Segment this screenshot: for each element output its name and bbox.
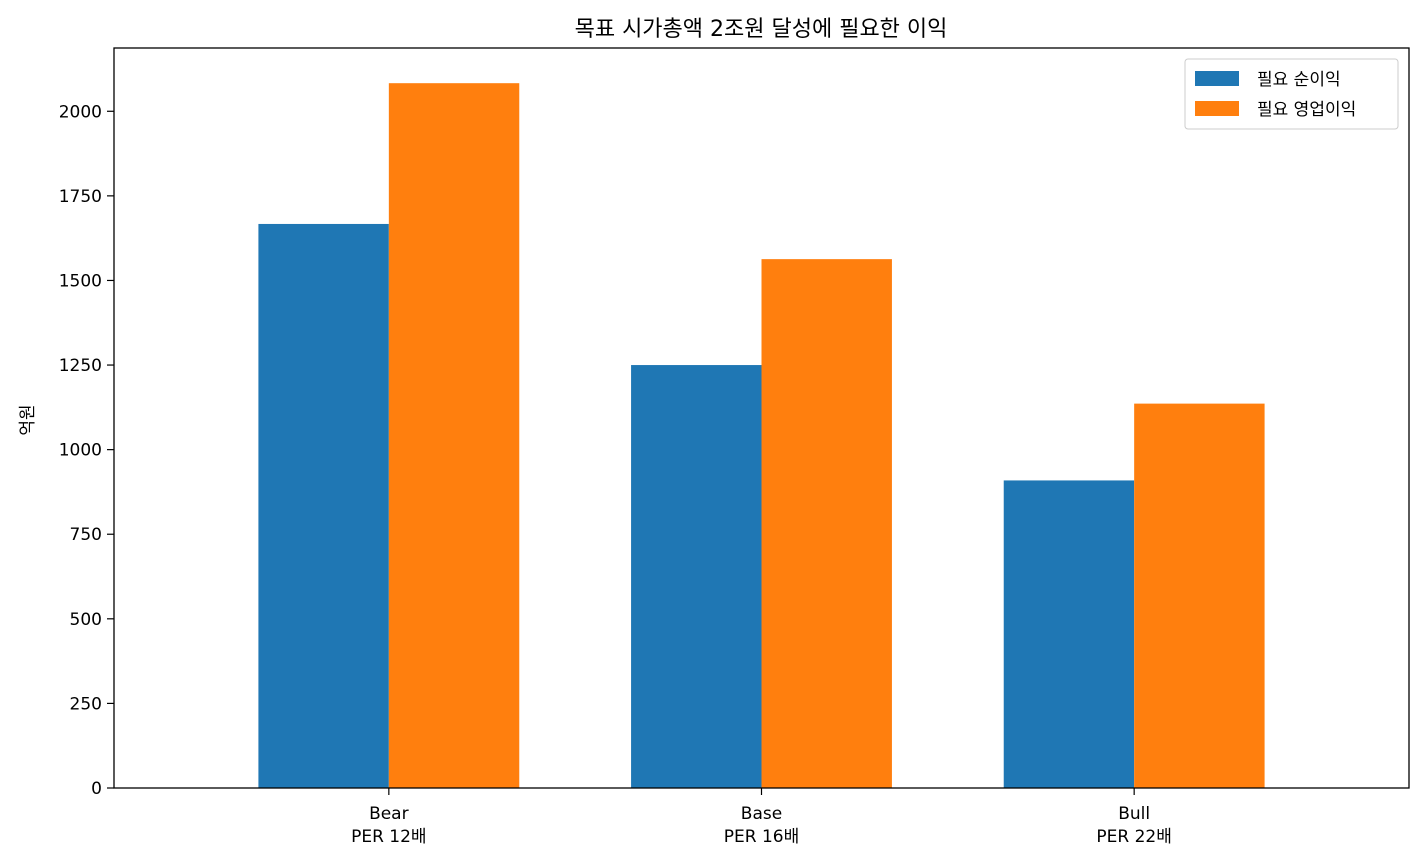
bar-s1-c2 bbox=[1134, 403, 1265, 788]
x-tick-label-2-line0: Bull bbox=[1118, 804, 1150, 824]
x-tick-label-0-line1: PER 12배 bbox=[351, 827, 426, 847]
y-tick-label-4: 1000 bbox=[59, 441, 102, 461]
bars-layer bbox=[258, 83, 1265, 788]
y-tick-label-1: 250 bbox=[70, 694, 102, 714]
y-axis-label: 억원 bbox=[18, 404, 38, 435]
bar-s1-c1 bbox=[761, 259, 892, 788]
chart-title: 목표 시가총액 2조원 달성에 필요한 이익 bbox=[575, 17, 948, 42]
y-tick-label-6: 1500 bbox=[59, 271, 102, 291]
x-tick-label-1-line1: PER 16배 bbox=[724, 827, 799, 847]
x-axis: Bear PER 12배 Base PER 16배 Bull PER 22배 bbox=[351, 788, 1172, 847]
plot-frame bbox=[113, 47, 1410, 789]
legend-label-0: 필요 순이익 bbox=[1257, 70, 1341, 90]
legend-swatch-1 bbox=[1195, 101, 1239, 116]
bar-s1-c0 bbox=[388, 83, 520, 788]
y-tick-label-8: 2000 bbox=[59, 102, 102, 122]
bar-s0-c2 bbox=[1003, 480, 1135, 788]
bar-s0-c1 bbox=[631, 365, 762, 788]
y-tick-label-2: 500 bbox=[70, 610, 102, 630]
y-axis: 0 250 500 750 1000 1250 1500 1750 2000 bbox=[59, 102, 114, 799]
y-tick-label-7: 1750 bbox=[59, 187, 102, 207]
y-tick-label-3: 750 bbox=[70, 525, 102, 545]
y-tick-label-0: 0 bbox=[91, 779, 102, 799]
x-tick-label-2-line1: PER 22배 bbox=[1096, 827, 1171, 847]
x-tick-label-1-line0: Base bbox=[741, 804, 782, 824]
x-tick-label-0-line0: Bear bbox=[369, 804, 409, 824]
y-tick-label-5: 1250 bbox=[59, 356, 102, 376]
bar-s0-c0 bbox=[258, 223, 389, 788]
legend-swatch-0 bbox=[1195, 71, 1239, 86]
legend-label-1: 필요 영업이익 bbox=[1257, 100, 1356, 120]
